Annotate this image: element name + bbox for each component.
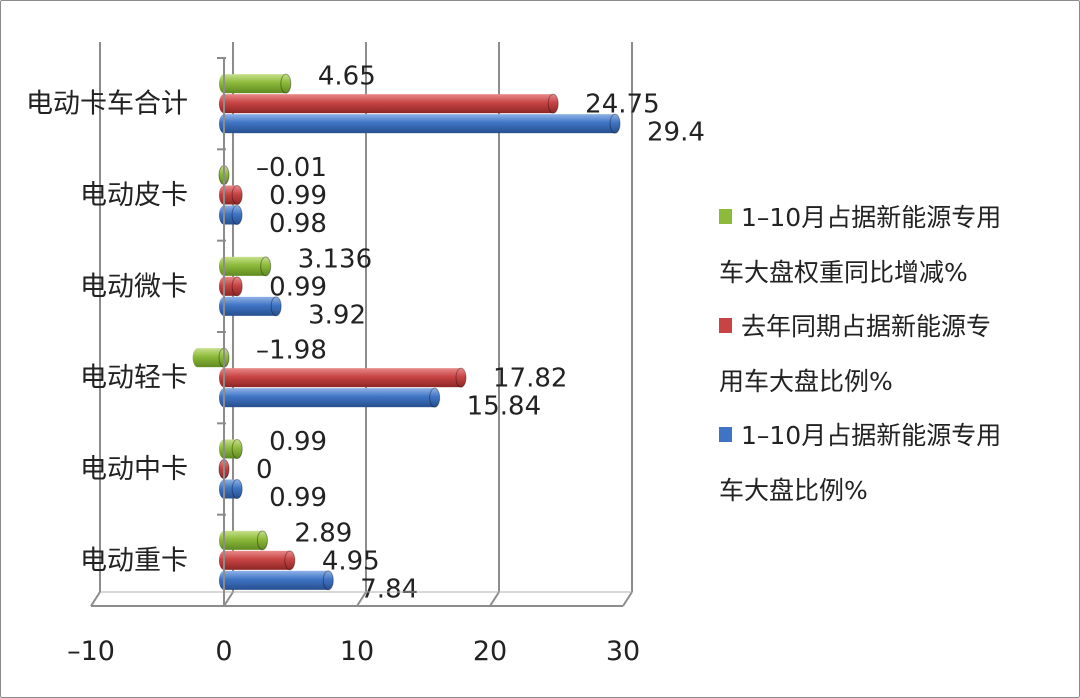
bar-cap bbox=[260, 256, 272, 277]
bar-cap bbox=[231, 276, 243, 297]
bar-cap bbox=[270, 296, 282, 317]
category-label: 电动皮卡 bbox=[80, 180, 188, 211]
bar bbox=[219, 550, 296, 571]
data-label: 4.65 bbox=[318, 62, 376, 92]
data-label: 3.92 bbox=[308, 300, 366, 330]
bar-cap bbox=[429, 387, 441, 408]
x-tick-label: –10 bbox=[67, 636, 115, 667]
bar-body bbox=[224, 256, 266, 276]
data-label: 0.98 bbox=[269, 209, 327, 239]
bar-cap bbox=[256, 530, 268, 551]
x-tick-label: 20 bbox=[473, 636, 507, 667]
data-label: 0.99 bbox=[269, 483, 327, 513]
bar-body bbox=[224, 296, 277, 316]
bar bbox=[219, 185, 243, 205]
bar-body bbox=[224, 114, 616, 134]
bar bbox=[219, 530, 268, 551]
bars bbox=[192, 73, 621, 591]
bar-body bbox=[224, 530, 263, 550]
bar-body bbox=[224, 74, 286, 94]
bar bbox=[219, 367, 467, 388]
category-label: 电动重卡 bbox=[80, 545, 188, 576]
bar bbox=[219, 93, 559, 114]
legend-swatch bbox=[719, 427, 732, 442]
x-tick-label: 10 bbox=[340, 636, 374, 667]
bar bbox=[219, 73, 292, 94]
legend-label: 车大盘比例% bbox=[719, 476, 868, 505]
legend-swatch bbox=[719, 318, 732, 333]
data-label: 15.84 bbox=[467, 392, 541, 422]
bar-body bbox=[224, 368, 462, 388]
category-label: 电动中卡 bbox=[80, 454, 188, 485]
bar-body bbox=[197, 348, 224, 368]
bar-cap bbox=[280, 73, 292, 94]
bar-cap bbox=[547, 93, 559, 114]
floor-gridline bbox=[489, 591, 500, 607]
legend-label: 1–10月占据新能源专用 bbox=[741, 421, 1001, 450]
bar bbox=[219, 387, 441, 408]
data-labels: 4.6524.7529.4–0.010.990.983.1360.993.92–… bbox=[256, 62, 705, 605]
bar bbox=[219, 479, 243, 499]
bar-cap bbox=[322, 570, 334, 591]
bar-cap bbox=[231, 185, 243, 205]
legend: 1–10月占据新能源专用车大盘权重同比增减%去年同期占据新能源专用车大盘比例%1… bbox=[719, 203, 1001, 505]
legend-label: 1–10月占据新能源专用 bbox=[741, 203, 1001, 232]
legend-label: 车大盘权重同比增减% bbox=[719, 258, 968, 287]
bar-cap bbox=[231, 205, 243, 225]
category-label: 电动微卡 bbox=[80, 271, 188, 302]
data-label: 2.89 bbox=[294, 518, 352, 548]
data-label: –0.01 bbox=[256, 153, 327, 183]
bar bbox=[219, 205, 243, 225]
data-label: 0 bbox=[256, 455, 273, 485]
floor-gridline bbox=[90, 591, 101, 607]
data-label: 4.95 bbox=[322, 546, 380, 576]
bar-body bbox=[224, 388, 435, 408]
bar-cap bbox=[455, 367, 467, 388]
data-label: 7.84 bbox=[360, 574, 418, 604]
data-label: 0.99 bbox=[269, 272, 327, 302]
bar bbox=[219, 113, 621, 134]
legend-label: 去年同期占据新能源专 bbox=[741, 312, 991, 341]
bar-cap bbox=[609, 113, 621, 134]
bar-body bbox=[224, 550, 290, 570]
bar-body bbox=[224, 94, 554, 114]
data-label: 0.99 bbox=[269, 427, 327, 457]
bar bbox=[219, 296, 282, 317]
x-tick-label: 0 bbox=[215, 636, 232, 667]
bar-body bbox=[224, 570, 329, 590]
bar bbox=[219, 256, 272, 277]
x-tick-label: 30 bbox=[606, 636, 640, 667]
category-label: 电动轻卡 bbox=[80, 363, 188, 394]
data-label: –1.98 bbox=[256, 336, 327, 366]
bar bbox=[219, 276, 243, 297]
floor-gridline bbox=[223, 591, 234, 607]
floor-gridline bbox=[356, 591, 367, 607]
bar bbox=[219, 439, 243, 459]
floor-gridline bbox=[622, 591, 633, 607]
legend-label: 用车大盘比例% bbox=[719, 367, 893, 396]
data-label: 0.99 bbox=[269, 181, 327, 211]
bar-cap bbox=[231, 439, 243, 459]
bar bbox=[219, 570, 334, 591]
legend-swatch bbox=[719, 209, 732, 224]
data-label: 29.4 bbox=[647, 118, 705, 148]
category-label: 电动卡车合计 bbox=[26, 89, 188, 120]
data-label: 3.136 bbox=[298, 244, 372, 274]
bar-cap bbox=[231, 479, 243, 499]
data-label: 24.75 bbox=[585, 90, 659, 120]
data-label: 17.82 bbox=[493, 364, 567, 394]
bar-cap bbox=[284, 550, 296, 571]
